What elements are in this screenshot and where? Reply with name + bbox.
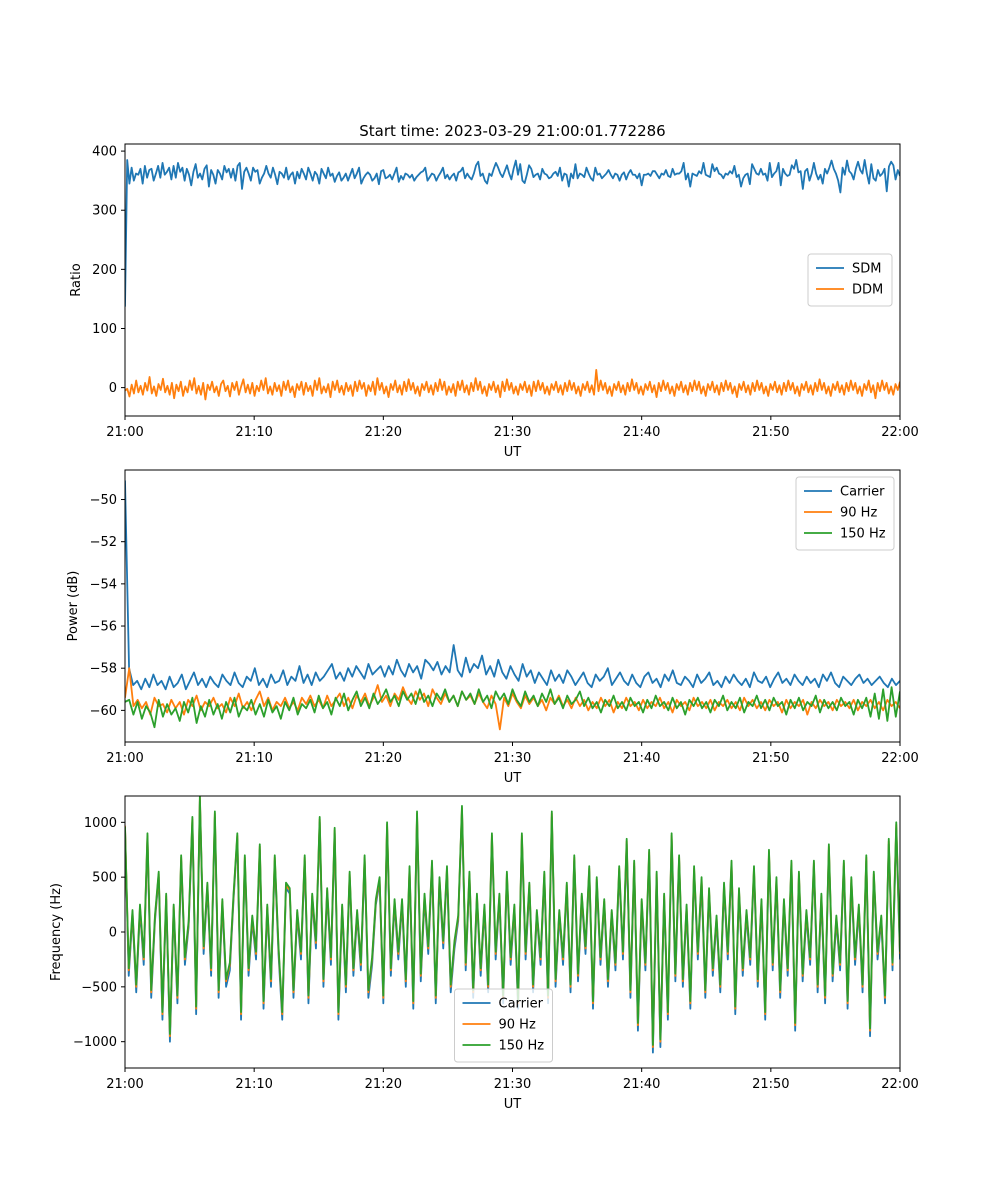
ratio-x-tick-label: 21:10	[235, 425, 272, 440]
power-y-axis-label: Power (dB)	[66, 571, 81, 642]
ratio-legend: SDM DDM	[807, 253, 893, 307]
ratio-x-tick-label: 21:40	[623, 425, 660, 440]
power-legend: Carrier 90 Hz 150 Hz	[795, 476, 895, 551]
power-legend-label: 150 Hz	[840, 527, 886, 542]
ratio-legend-box	[807, 253, 893, 307]
frequency-panel: 21:00 21:10 21:20 21:30 21:40 21:50 22:00 1000 5…	[49, 795, 919, 1112]
frequency-y-axis-label: Frequency (Hz)	[49, 883, 64, 981]
ratio-y-axis-label: Ratio	[69, 263, 84, 296]
power-series-150-hz	[125, 686, 900, 729]
ratio-series-ddm	[125, 368, 900, 401]
frequency-y-tick-label: −500	[81, 980, 117, 995]
power-x-tick-label: 21:30	[494, 751, 531, 766]
ratio-y-tick-label: 100	[92, 322, 117, 337]
ratio-y-tick-label: 400	[92, 145, 117, 160]
ratio-x-tick-label: 21:50	[752, 425, 789, 440]
frequency-x-tick-label: 21:30	[494, 1077, 531, 1092]
frequency-legend: Carrier 90 Hz 150 Hz	[454, 988, 553, 1063]
frequency-x-tick-label: 22:00	[881, 1077, 918, 1092]
ratio-x-tick-label: 21:30	[494, 425, 531, 440]
ratio-x-axis-label: UT	[504, 445, 522, 460]
ratio-series-sdm	[125, 159, 900, 307]
frequency-y-tick-label: −1000	[73, 1035, 117, 1050]
ratio-x-tick-label: 21:20	[365, 425, 402, 440]
power-x-axis-label: UT	[504, 771, 522, 786]
power-series-carrier	[125, 480, 900, 691]
ratio-legend-label: SDM	[852, 262, 881, 277]
ratio-x-tick-label: 21:00	[106, 425, 143, 440]
frequency-x-tick-label: 21:40	[623, 1077, 660, 1092]
power-x-tick-label: 21:40	[623, 751, 660, 766]
ratio-x-tick-label: 22:00	[881, 425, 918, 440]
frequency-x-tick-label: 21:50	[752, 1077, 789, 1092]
frequency-x-axis-label: UT	[504, 1097, 522, 1112]
power-legend-box	[795, 476, 895, 551]
frequency-series-150-hz	[125, 796, 900, 1046]
frequency-x-tick-label: 21:10	[235, 1077, 272, 1092]
frequency-y-tick-label: 500	[92, 871, 117, 886]
frequency-x-tick-label: 21:20	[365, 1077, 402, 1092]
power-x-tick-label: 22:00	[881, 751, 918, 766]
frequency-legend-box	[454, 988, 553, 1063]
ratio-y-tick-label: 300	[92, 204, 117, 219]
frequency-x-tick-label: 21:00	[106, 1077, 143, 1092]
ratio-panel: 21:00 21:10 21:20 21:30 21:40 21:50 22:00 0 100 2…	[69, 143, 919, 460]
ratio-y-tick-label: 0	[109, 381, 117, 396]
power-series-90-hz	[125, 667, 900, 731]
power-y-tick-label: −52	[90, 535, 117, 550]
frequency-y-tick-label: 1000	[84, 816, 117, 831]
power-legend-label: Carrier	[840, 485, 885, 500]
power-legend-label: 90 Hz	[840, 506, 877, 521]
power-x-tick-label: 21:00	[106, 751, 143, 766]
power-y-tick-label: −56	[90, 620, 117, 635]
ratio-y-tick-label: 200	[92, 263, 117, 278]
power-y-tick-label: −54	[90, 577, 117, 592]
power-x-tick-label: 21:10	[235, 751, 272, 766]
power-y-tick-label: −60	[90, 704, 117, 719]
ratio-legend-label: DDM	[852, 283, 883, 298]
frequency-y-tick-label: 0	[109, 926, 117, 941]
frequency-legend-label: Carrier	[499, 997, 544, 1012]
power-panel: 21:00 21:10 21:20 21:30 21:40 21:50 22:00 −50 −5…	[66, 469, 919, 786]
power-y-tick-label: −58	[90, 662, 117, 677]
power-x-tick-label: 21:20	[365, 751, 402, 766]
frequency-legend-label: 90 Hz	[499, 1018, 536, 1033]
power-y-tick-label: −50	[90, 493, 117, 508]
power-x-tick-label: 21:50	[752, 751, 789, 766]
frequency-legend-label: 150 Hz	[499, 1039, 545, 1054]
figure-title: Start time: 2023-03-29 21:00:01.772286	[359, 122, 665, 140]
